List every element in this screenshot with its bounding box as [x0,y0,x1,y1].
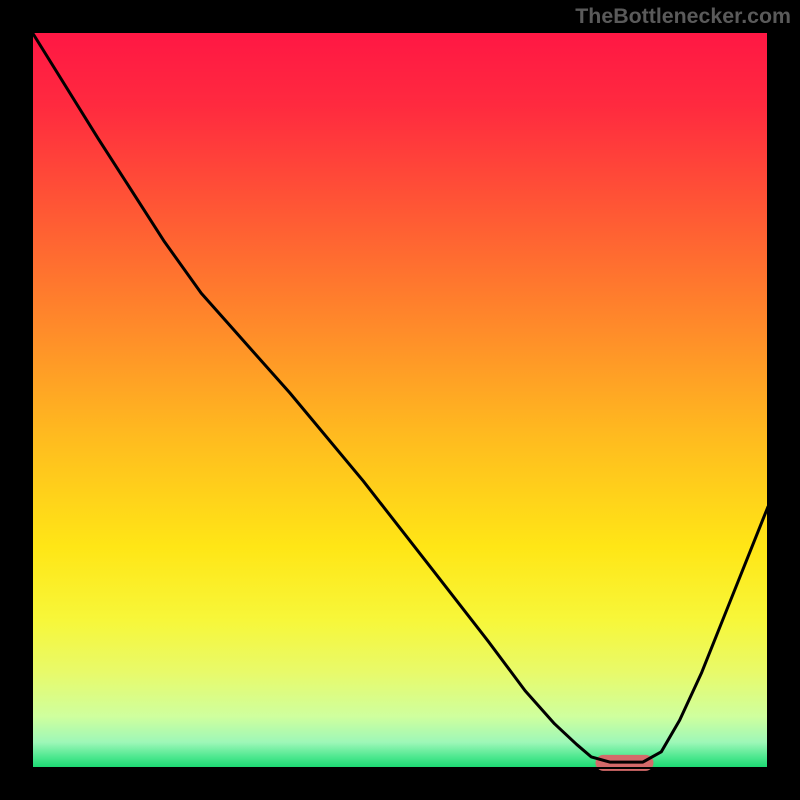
bottleneck-chart [0,0,800,800]
watermark-text: TheBottlenecker.com [575,4,791,29]
chart-background [32,32,768,768]
